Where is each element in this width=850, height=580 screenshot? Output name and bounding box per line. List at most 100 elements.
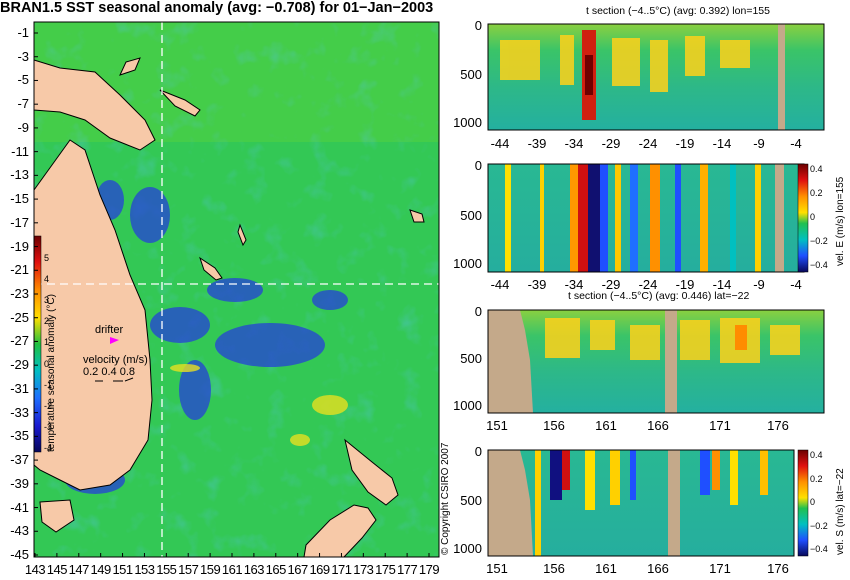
lat-tick-label: -27 (10, 333, 29, 349)
lat-tick-label: -45 (10, 547, 29, 562)
lat-tick-label: -3 (17, 48, 29, 64)
lat-tick-label: -29 (10, 357, 29, 373)
lon-tick-label: 161 (221, 562, 243, 577)
fiji (409, 209, 425, 223)
panel4-y-tick: 0 (474, 444, 482, 459)
panel1-x-tick: -24 (638, 136, 658, 151)
colorbar-tick-label: -2 (44, 400, 53, 411)
lon-tick-label: 167 (287, 562, 309, 577)
panel2-x-tick: -39 (527, 277, 547, 292)
panel2-x-tick: -34 (564, 277, 584, 292)
velocity-scale-arrows (95, 377, 134, 382)
lat-tick-label: -7 (17, 96, 29, 112)
panel2-colorbar-tick: 0.4 (810, 164, 823, 174)
lon-tick-label: 173 (353, 562, 374, 577)
lat-tick-label: -19 (10, 238, 29, 254)
panel1-title: t section (−4..5°C) (avg: 0.392) lon=155 (586, 5, 770, 17)
panel2-x-tick: -29 (601, 277, 621, 292)
panel2-y-tick: 0 (474, 158, 482, 173)
panel2-colorbar-tick: 0.2 (810, 188, 823, 198)
panel1-x-tick: -34 (564, 136, 584, 151)
map-title: BRAN1.5 SST seasonal anomaly (avg: −0.70… (0, 0, 434, 16)
lat-tick-label: -5 (17, 72, 29, 88)
lat-tick-label: -33 (10, 404, 29, 420)
lat-tick-label: -9 (17, 119, 29, 135)
panel1-x-tick: -39 (527, 136, 547, 151)
lat-tick-label: -41 (10, 499, 29, 515)
lon-tick-label: 153 (134, 562, 155, 577)
colorbar-tick-label: -3 (44, 421, 53, 432)
panel3-x-tick: 166 (647, 418, 669, 433)
solomon-islands (159, 89, 201, 117)
lat-tick-label: -31 (10, 380, 29, 396)
lon-tick-label: 147 (68, 562, 90, 577)
panel1-x-tick: -44 (490, 136, 510, 151)
panel4-y-tick: 500 (460, 492, 482, 508)
panel2-x-tick: -14 (712, 277, 732, 292)
lon-tick-label: 163 (243, 562, 265, 577)
panel3-x-tick: 151 (486, 418, 508, 433)
lon-tick-label: 171 (331, 562, 352, 577)
panel1-x-tick: -9 (753, 136, 765, 151)
land (33, 57, 425, 558)
drifter-label: drifter (95, 324, 124, 336)
new-caledonia (199, 256, 223, 281)
vanuatu (237, 223, 247, 247)
panel4-x-tick: 161 (595, 561, 617, 576)
panel-vel-s-lat[interactable] (487, 449, 809, 557)
panel2-colorbar-tick: −0.4 (810, 260, 828, 270)
panel-vel-e-lon[interactable] (487, 163, 809, 273)
panel2-x-tick: -44 (490, 277, 510, 292)
panel4-colorbar-label: vel. S (m/s) lat=−22 (835, 468, 846, 555)
lat-tick-label: -35 (10, 428, 29, 444)
tasmania (39, 499, 75, 533)
lat-tick-label: -15 (10, 191, 29, 207)
lat-tick-label: -21 (10, 262, 29, 278)
colorbar-tick-label: 1 (44, 337, 50, 348)
panel1-x-tick: -14 (712, 136, 732, 151)
lon-tick-label: 177 (397, 562, 418, 577)
colorbar-tick-label: 3 (44, 295, 50, 306)
panel3-y-tick: 500 (460, 351, 482, 367)
panel3-x-tick: 171 (709, 418, 731, 433)
lon-tick-label: 145 (46, 562, 68, 577)
panel3-y-tick: 0 (474, 304, 482, 319)
panel3-y-tick: 1000 (453, 397, 482, 413)
panel4-x-tick: 176 (767, 561, 789, 576)
panel4-x-tick: 171 (709, 561, 731, 576)
drifter-marker[interactable] (110, 337, 119, 344)
lat-tick-label: -43 (10, 523, 29, 539)
panel3-x-tick: 161 (595, 418, 617, 433)
lat-tick-label: -11 (11, 143, 29, 159)
panel3-title: t section (−4..5°C) (avg: 0.446) lat=−22 (568, 290, 750, 302)
panel2-x-tick: -4 (790, 277, 802, 292)
panel1-x-tick: -4 (790, 136, 802, 151)
warm-anomalies (170, 364, 348, 446)
panel1-y-tick: 1000 (453, 114, 482, 130)
velocity-scale-values: 0.2 0.4 0.8 (83, 366, 135, 378)
panel2-x-tick: -24 (638, 277, 658, 292)
lon-tick-label: 159 (200, 562, 221, 577)
panel2-x-tick: -19 (675, 277, 695, 292)
panel2-colorbar-label: vel. E (m/s) lon=155 (835, 176, 846, 266)
lon-tick-label: 179 (418, 562, 440, 577)
panel-t-section-lat[interactable] (487, 309, 825, 414)
panel2-x-tick: -9 (753, 277, 765, 292)
panel3-x-tick: 176 (767, 418, 789, 433)
lon-tick-label: 157 (178, 562, 199, 577)
panel1-x-tick: -19 (675, 136, 695, 151)
panel4-colorbar-tick: 0 (810, 497, 816, 507)
panel4-x-tick: 166 (647, 561, 669, 576)
panel-t-section-lon[interactable] (487, 23, 825, 131)
panel4-colorbar-tick: 0.4 (810, 450, 823, 460)
lat-tick-label: -13 (10, 167, 29, 183)
panel4-x-tick: 156 (543, 561, 565, 576)
lat-tick-label: -1 (17, 25, 29, 40)
panel4-x-tick: 151 (486, 561, 508, 576)
colorbar-tick-label: -1 (44, 379, 53, 390)
panel3-x-tick: 156 (543, 418, 565, 433)
lat-tick-label: -37 (10, 452, 29, 468)
lat-tick-label: -17 (10, 214, 29, 230)
